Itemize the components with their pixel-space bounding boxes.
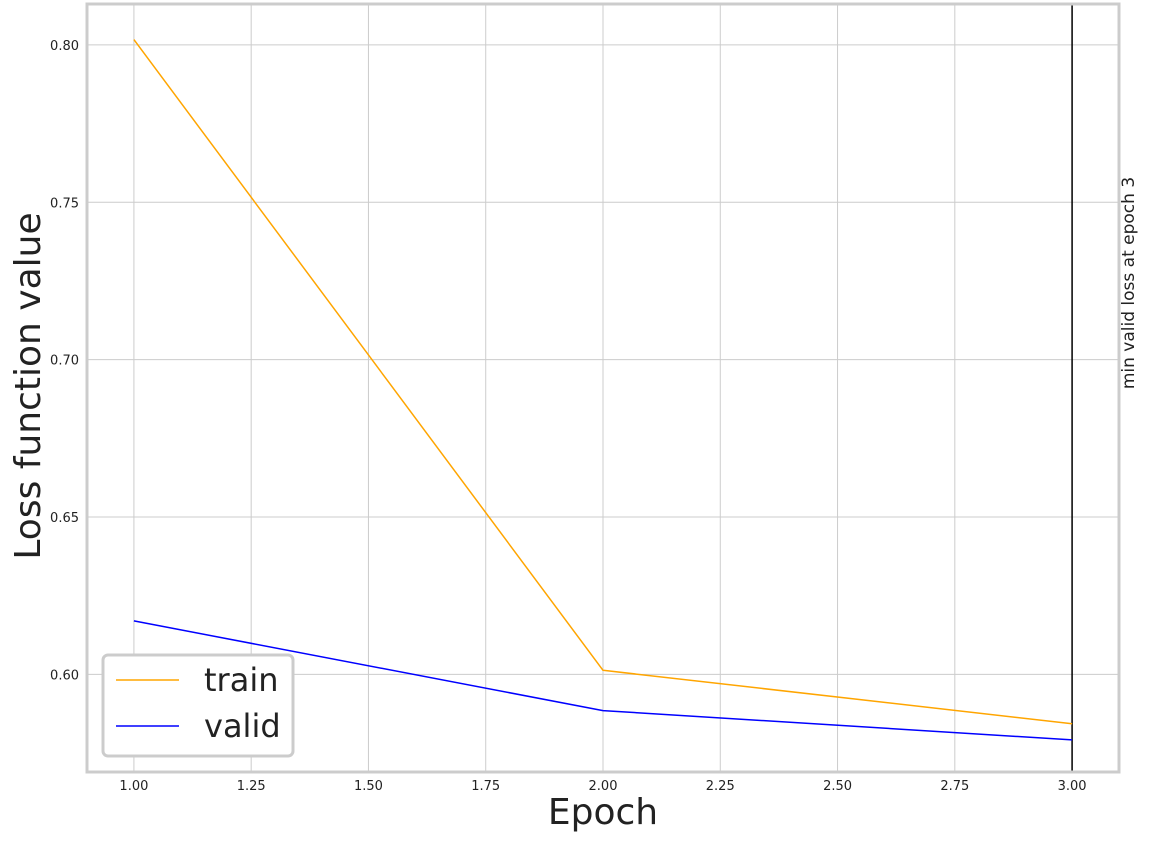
min-valid-annotation: min valid loss at epoch 3 [1119, 177, 1139, 389]
x-tick-label: 2.25 [706, 779, 735, 794]
x-tick-label: 2.75 [940, 779, 969, 794]
x-tick-label: 1.50 [354, 779, 383, 794]
x-tick-labels: 1.00 1.25 1.50 1.75 2.00 2.25 2.50 2.75 3.00 [119, 779, 1086, 794]
y-tick-label: 0.75 [50, 196, 79, 211]
y-tick-labels: 0.60 0.65 0.70 0.75 0.80 [50, 39, 79, 684]
series-line-valid [133, 620, 1073, 741]
y-tick-label: 0.65 [50, 511, 79, 526]
x-tick-label: 2.50 [823, 779, 852, 794]
y-axis-label: Loss function value [8, 212, 49, 559]
series-line-train [133, 39, 1073, 725]
x-tick-label: 1.75 [471, 779, 500, 794]
legend-label-valid: valid [204, 707, 281, 745]
x-tick-label: 3.00 [1058, 779, 1087, 794]
y-tick-label: 0.80 [50, 39, 79, 54]
x-tick-label: 2.00 [589, 779, 618, 794]
plot-frame [85, 2, 1121, 774]
series-lines [133, 39, 1073, 741]
legend-label-train: train [204, 661, 278, 699]
x-axis-label: Epoch [548, 792, 658, 833]
y-tick-label: 0.70 [50, 354, 79, 369]
y-tick-label: 0.60 [50, 668, 79, 683]
x-tick-label: 1.25 [237, 779, 266, 794]
x-tick-label: 1.00 [119, 779, 148, 794]
legend: train valid [101, 653, 295, 758]
